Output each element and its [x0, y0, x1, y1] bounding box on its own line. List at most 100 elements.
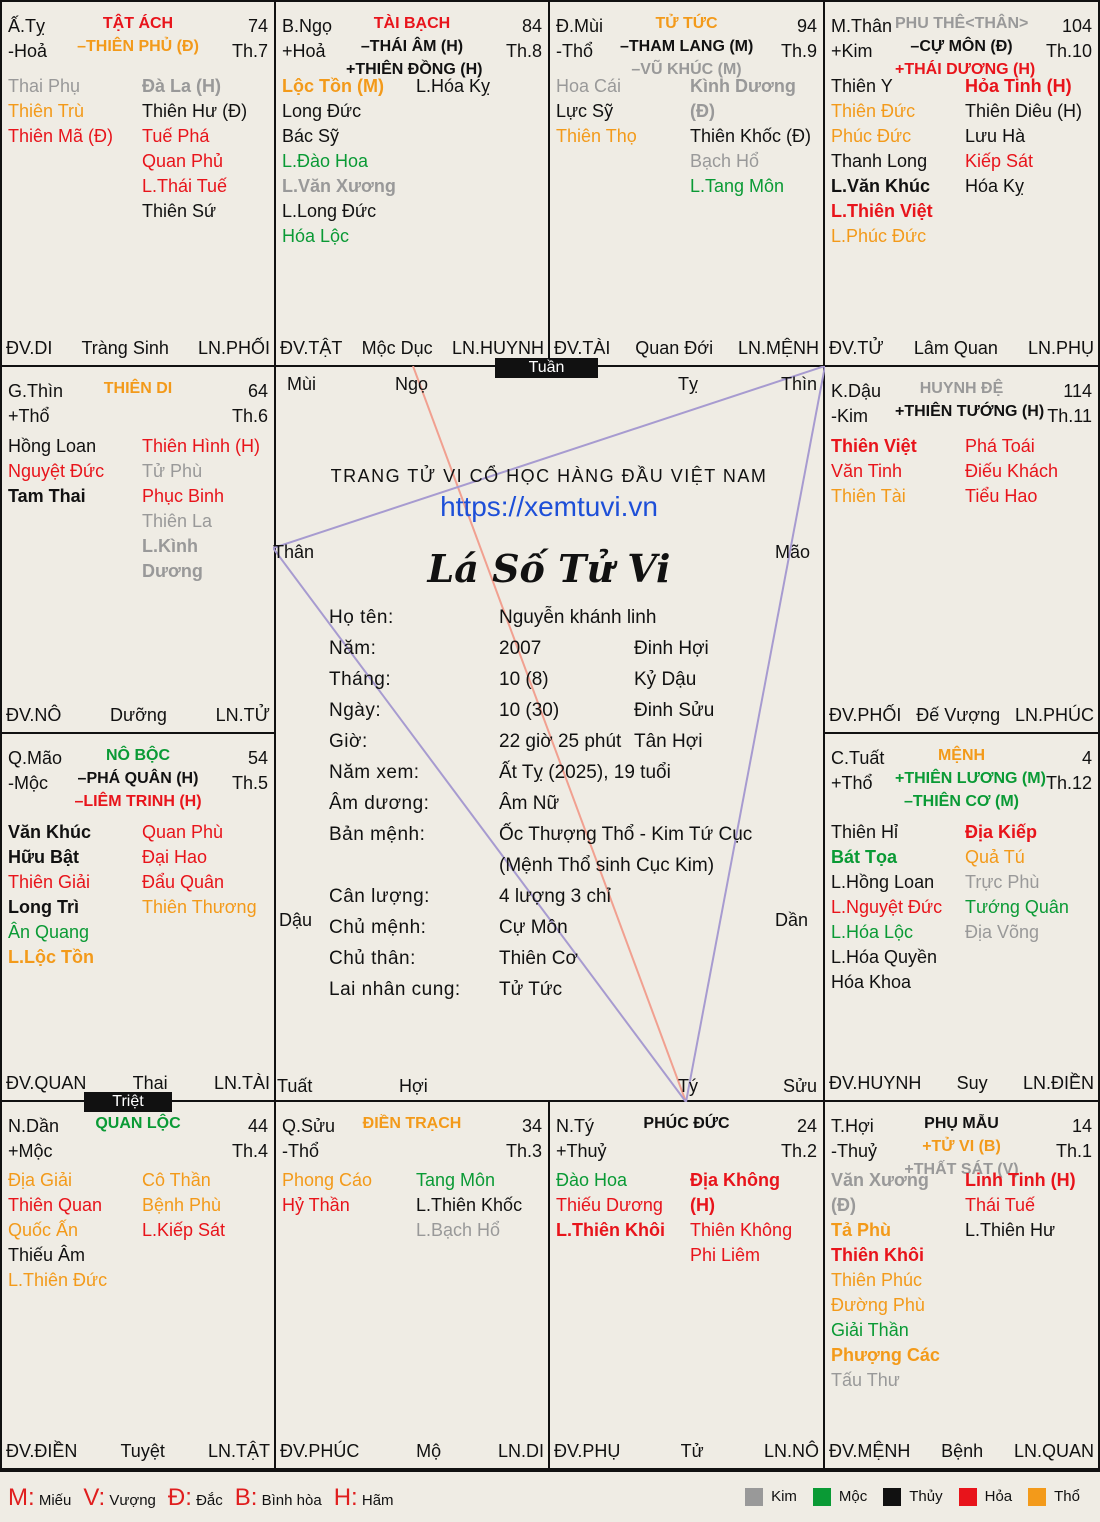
star-item: L.Phúc Đức — [831, 226, 927, 246]
stage-label: Tuyệt — [120, 1441, 165, 1461]
palace-cell[interactable]: N.Tý +Thuỷ PHÚC ĐỨC 24 Th.2 Đào Hoa Thiếu Dươn… — [548, 1100, 825, 1470]
palace-name: TẬT ÁCH — [102, 15, 174, 32]
palace-name: PHU THÊ<THÂN> — [895, 15, 1029, 32]
star-item: Thanh Long — [831, 151, 928, 171]
strength-name: Bình hòa — [261, 1492, 322, 1509]
branch-name: T.Hợi — [831, 1116, 874, 1136]
info-label: Âm dương: — [329, 792, 430, 814]
palace-title: TÀI BẠCH –THÁI ÂM (H) +THIÊN ĐỒNG (H) — [346, 12, 482, 81]
palace-cell[interactable]: B.Ngọ +Hoả TÀI BẠCH –THÁI ÂM (H) +THIÊN ĐỒNG… — [274, 0, 550, 367]
main-star: –THIÊN CƠ (M) — [904, 793, 1019, 810]
element-name: Kim — [771, 1488, 797, 1505]
palace-cell[interactable]: Ấ.Tỵ -Hoả TẬT ÁCH –THIÊN PHỦ (Đ) 74 Th.7 Thai … — [0, 0, 276, 367]
palace-title: THIÊN DI — [72, 377, 204, 400]
info-row: Chủ thân: Thiên Cơ — [329, 943, 752, 974]
info-row: Lai nhân cung: Tử Tức — [329, 974, 752, 1005]
branch-name: C.Tuất — [831, 748, 885, 768]
element-item: Thủy — [883, 1488, 943, 1507]
main-star: +THÁI DƯƠNG (H) — [895, 61, 1036, 78]
stage-label: Quan Đới — [635, 338, 714, 358]
dai-van-label: ĐV.TỬ — [829, 338, 884, 358]
info-value: 4 lượng 3 chỉ — [499, 885, 611, 907]
star-item: L.Văn Xương — [282, 176, 396, 196]
star-item: Đại Hao — [142, 847, 208, 867]
element-swatch — [812, 1488, 831, 1507]
palace-age: 84 Th.8 — [506, 14, 542, 64]
star-item: L.Đào Hoa — [282, 151, 369, 171]
dai-van-label: ĐV.PHÚC — [280, 1441, 360, 1461]
palace-branch: N.Dần +Mộc — [8, 1114, 59, 1164]
age-number: 24 — [796, 1116, 817, 1136]
palace-name: PHỤ MẪU — [924, 1115, 999, 1132]
dir-label: Tý — [678, 1076, 698, 1096]
palace-branch: K.Dậu -Kim — [831, 379, 881, 429]
info-label: Ngày: — [329, 699, 382, 721]
element-name: Mộc — [838, 1488, 868, 1505]
star-item: Hỷ Thần — [282, 1195, 350, 1215]
main-star: –THIÊN PHỦ (Đ) — [77, 38, 199, 55]
star-item: L.Thiên Việt — [831, 201, 933, 221]
star-item: Hóa Lộc — [282, 226, 350, 246]
palace-cell[interactable]: C.Tuất +Thổ MỆNH +THIÊN LƯƠNG (M) –THIÊN CƠ … — [823, 732, 1100, 1102]
left-star-list: Phong Cáo Hỷ Thần — [282, 1168, 372, 1218]
star-item: Tang Môn — [416, 1170, 496, 1190]
star-item: (Đ) — [831, 1195, 856, 1215]
palace-age: 14 Th.1 — [1056, 1114, 1092, 1164]
site-url-link[interactable]: https://xemtuvi.vn — [440, 491, 658, 522]
info-row: (Mệnh Thổ sinh Cục Kim) — [329, 850, 752, 881]
age-number: 84 — [521, 16, 542, 36]
luu-nien-label: LN.TẬT — [207, 1441, 270, 1461]
info-row: Tháng: 10 (8) Kỷ Dậu — [329, 664, 752, 695]
star-item: Bệnh Phù — [142, 1195, 222, 1215]
star-item: Thiên Đức — [831, 101, 916, 121]
palace-cell[interactable]: Q.Sửu -Thổ ĐIỀN TRẠCH 34 Th.3 Phong Cáo Hỷ Thầ… — [274, 1100, 550, 1470]
info-value: Thiên Cơ — [499, 947, 578, 969]
star-item: Địa Võng — [965, 922, 1040, 942]
palace-cell[interactable]: N.Dần +Mộc QUAN LỘC 44 Th.4 Địa Giải Thiên Qua… — [0, 1100, 276, 1470]
dai-van-label: ĐV.MỆNH — [829, 1441, 911, 1461]
main-star: –LIÊM TRINH (H) — [74, 793, 202, 810]
aspect-line — [273, 547, 687, 1102]
star-item: L.Bạch Hổ — [416, 1220, 501, 1240]
star-item: Cô Thần — [142, 1170, 211, 1190]
star-item: Thiên Quan — [8, 1195, 103, 1215]
palace-cell[interactable]: Đ.Mùi -Thổ TỬ TỨC –THAM LANG (M) –VŨ KHÚC (M… — [548, 0, 825, 367]
main-star: +THẤT SÁT (V) — [904, 1161, 1019, 1178]
element-swatch — [1028, 1488, 1047, 1507]
star-item: Thiên Thọ — [556, 126, 637, 146]
palace-age: 74 Th.7 — [232, 14, 268, 64]
info-row: Ngày: 10 (30) Đinh Sửu — [329, 695, 752, 726]
branch-name: Ấ.Tỵ — [8, 16, 46, 36]
star-item: L.Hóa Kỵ — [416, 76, 491, 96]
palace-title: PHU THÊ<THÂN> –CỰ MÔN (Đ) +THÁI DƯƠNG (H) — [895, 12, 1036, 81]
star-item: Văn Xương — [831, 1170, 929, 1190]
star-item: Bát Tọa — [831, 847, 898, 867]
right-star-list: L.Hóa Kỵ — [416, 74, 490, 99]
dai-van-label: ĐV.QUAN — [6, 1073, 87, 1093]
info-label: Giờ: — [329, 730, 368, 752]
info-value: Tử Tức — [499, 978, 563, 1000]
strength-name: Đắc — [196, 1492, 223, 1509]
info-value-2: Tân Hợi — [634, 730, 703, 752]
palace-cell[interactable]: T.Hợi -Thuỷ PHỤ MẪU +TỬ VI (B) +THẤT SÁT (V)… — [823, 1100, 1100, 1470]
palace-branch: M.Thân +Kim — [831, 14, 892, 64]
left-star-list: Địa Giải Thiên Quan Quốc Ấn Thiếu Âm L.Thiên… — [8, 1168, 107, 1293]
star-item: Thai Phụ — [8, 76, 81, 96]
star-item: Văn Khúc — [8, 822, 92, 842]
palace-cell[interactable]: G.Thìn +Thổ THIÊN DI 64 Th.6 Hồng Loan Nguyệt … — [0, 365, 276, 734]
palace-age: 4 Th.12 — [1046, 746, 1092, 796]
palace-footer: ĐV.TẬT Mộc Dục LN.HUYNH — [280, 338, 544, 359]
star-item: L.Thiên Khôi — [556, 1220, 665, 1240]
palace-cell[interactable]: K.Dậu -Kim HUYNH ĐỆ +THIÊN TƯỚNG (H) 114 Th.1… — [823, 365, 1100, 734]
main-star: –THAM LANG (M) — [620, 38, 754, 55]
palace-title: TỬ TỨC –THAM LANG (M) –VŨ KHÚC (M) — [620, 12, 753, 81]
left-star-list: Thiên Hỉ Bát Tọa L.Hồng Loan L.Nguyệt Đức L.… — [831, 820, 942, 995]
star-item: Địa Không — [690, 1170, 780, 1190]
star-item: Tả Phù — [831, 1220, 892, 1240]
luu-nien-label: LN.TỬ — [215, 705, 270, 725]
star-item: L.Hóa Quyền — [831, 947, 938, 967]
element-swatch — [958, 1488, 977, 1507]
star-item: L.Lộc Tồn — [8, 947, 94, 967]
palace-cell[interactable]: M.Thân +Kim PHU THÊ<THÂN> –CỰ MÔN (Đ) +THÁI … — [823, 0, 1100, 367]
palace-cell[interactable]: Q.Mão -Mộc NÔ BỘC –PHÁ QUÂN (H) –LIÊM TRINH … — [0, 732, 276, 1102]
